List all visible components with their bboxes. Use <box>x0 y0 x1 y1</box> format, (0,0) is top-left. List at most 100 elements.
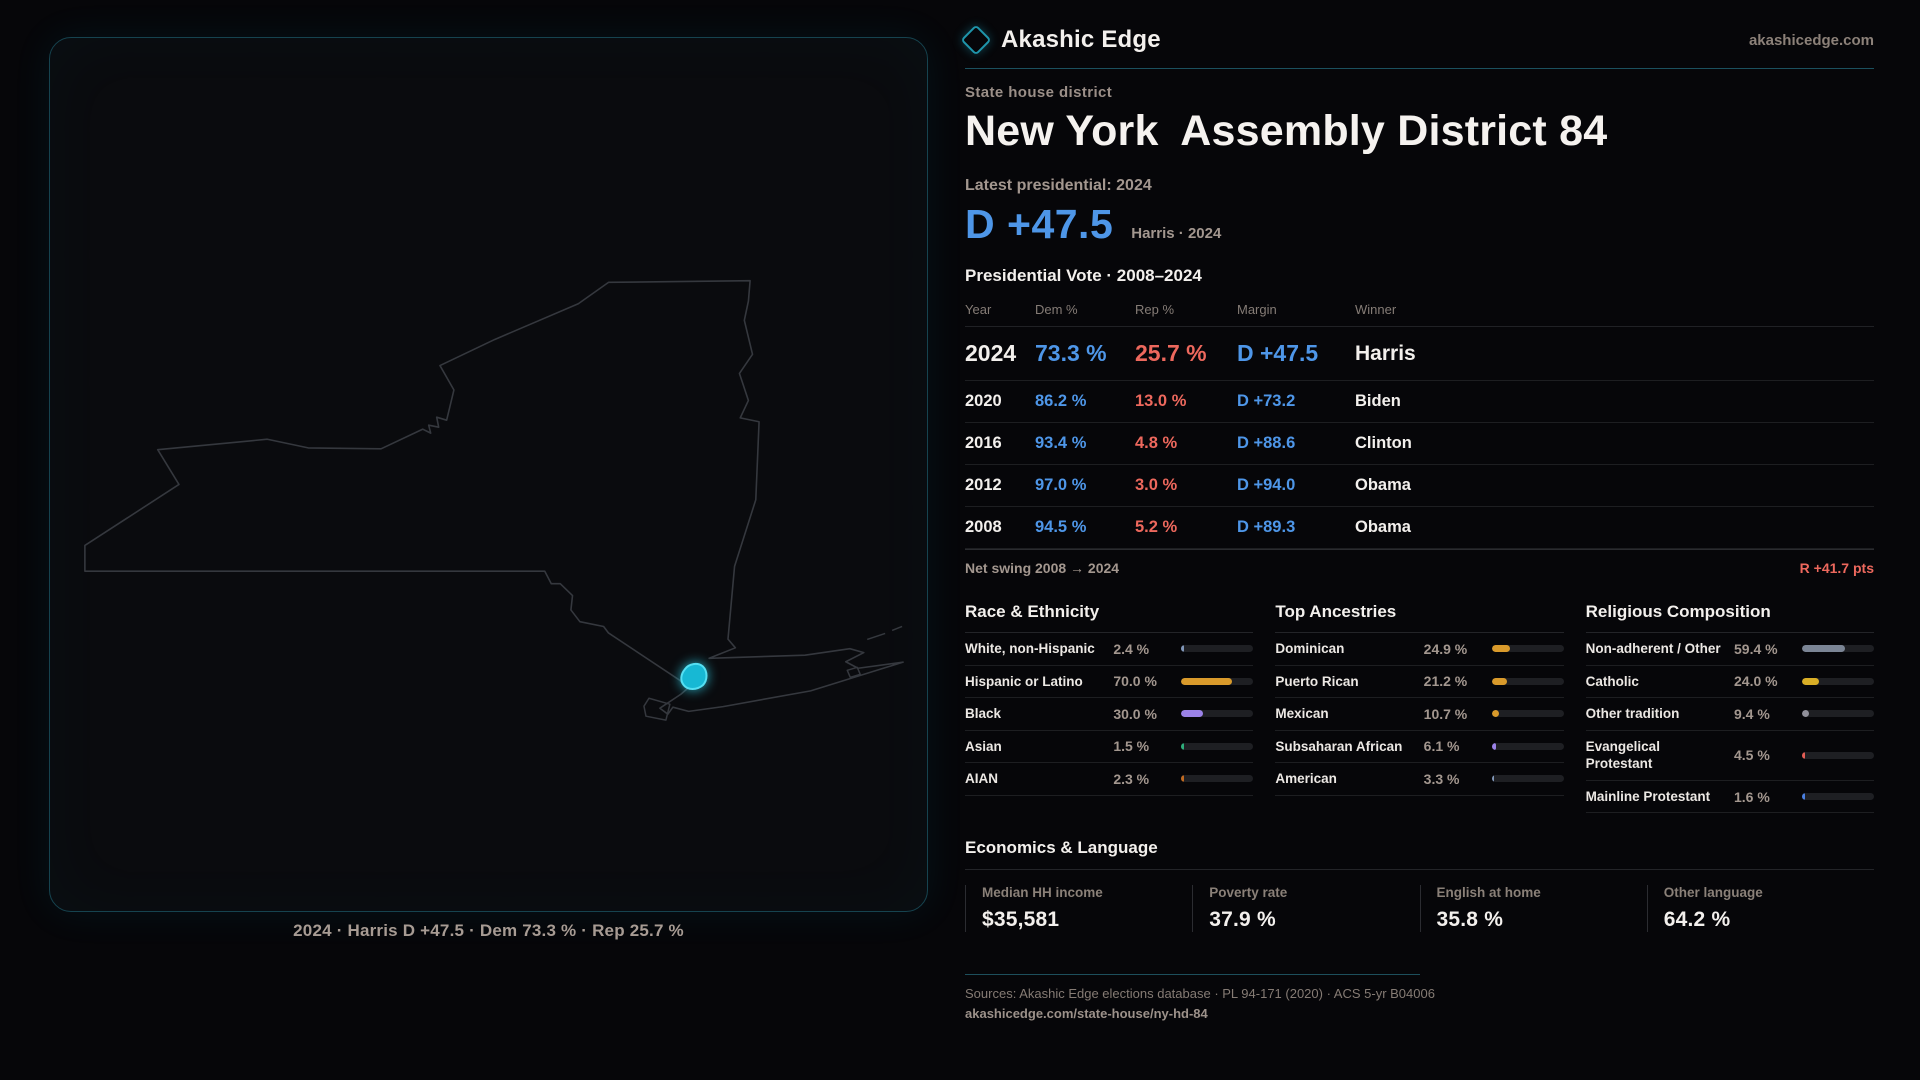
economics-stats: Median HH income $35,581 Poverty rate 37… <box>965 885 1874 933</box>
district-84-shape[interactable] <box>680 662 708 691</box>
demo-label: Catholic <box>1585 673 1639 689</box>
list-item: Other tradition 9.4 % <box>1585 698 1874 731</box>
table-row: 2016 93.4 % 4.8 % D +88.6 Clinton <box>965 423 1874 465</box>
net-swing-label: Net swing 2008 → 2024 <box>965 560 1120 576</box>
list-item: American 3.3 % <box>1275 763 1564 796</box>
rep-cell: 4.8 % <box>1135 434 1178 452</box>
bar-track <box>1181 645 1254 653</box>
bar-fill <box>1491 645 1510 653</box>
list-item: Non-adherent / Other 59.4 % <box>1585 633 1874 666</box>
list-item: White, non-Hispanic 2.4 % <box>965 633 1254 666</box>
demo-value: 9.4 % <box>1734 705 1770 722</box>
list-item: Mexican 10.7 % <box>1275 698 1564 731</box>
bar-track <box>1181 742 1254 750</box>
religion-list: Non-adherent / Other 59.4 % Catholic 24.… <box>1585 633 1874 814</box>
rep-cell: 25.7 % <box>1135 340 1207 366</box>
bar-fill <box>1491 775 1495 783</box>
bar-fill <box>1802 677 1820 685</box>
list-item: Hispanic or Latino 70.0 % <box>965 666 1254 699</box>
race-list: White, non-Hispanic 2.4 % Hispanic or La… <box>965 633 1254 796</box>
list-item: Black 30.0 % <box>965 698 1254 731</box>
stat-value: 64.2 % <box>1663 908 1731 932</box>
winner-cell: Harris <box>1355 341 1416 365</box>
year-cell: 2012 <box>965 476 1002 494</box>
economics-section: Economics & Language Median HH income $3… <box>965 838 1874 933</box>
bar-track <box>1491 645 1564 653</box>
bar-track <box>1802 677 1874 685</box>
bar-track <box>1802 645 1874 653</box>
dem-cell: 94.5 % <box>1035 518 1087 536</box>
vote-table-body: 2024 73.3 % 25.7 % D +47.5 Harris 2020 8… <box>965 327 1874 549</box>
year-cell: 2024 <box>965 340 1017 366</box>
demo-value: 6.1 % <box>1423 738 1460 755</box>
table-row: 2012 97.0 % 3.0 % D +94.0 Obama <box>965 465 1874 507</box>
vote-table-header: Year Dem % Rep % Margin Winner <box>965 294 1874 327</box>
demo-value: 30.0 % <box>1113 705 1157 722</box>
demo-value: 70.0 % <box>1113 673 1157 690</box>
demo-label: Puerto Rican <box>1275 673 1359 689</box>
dem-cell: 97.0 % <box>1035 476 1087 494</box>
year-cell: 2016 <box>965 434 1002 452</box>
demo-label: Non-adherent / Other <box>1585 641 1721 656</box>
net-swing-value: R +41.7 pts <box>1799 560 1874 576</box>
margin-cell: D +73.2 <box>1237 392 1296 410</box>
bar-fill <box>1802 710 1809 718</box>
demo-label: Black <box>965 706 1002 722</box>
col-year: Year <box>965 302 992 317</box>
diamond-logo-icon <box>960 24 992 56</box>
demo-label: Mexican <box>1275 706 1329 722</box>
year-cell: 2020 <box>965 392 1002 410</box>
latest-margin-context: Harris · 2024 <box>1131 225 1222 242</box>
state-map <box>84 279 904 721</box>
bar-track <box>1802 751 1874 759</box>
page-title: New York Assembly District 84 <box>965 107 1608 155</box>
latest-presidential-label: Latest presidential: 2024 <box>965 177 1152 194</box>
bar-track <box>1181 775 1254 783</box>
economics-title: Economics & Language <box>965 838 1874 871</box>
winner-cell: Biden <box>1355 392 1401 410</box>
brand-domain-link[interactable]: akashicedge.com <box>1748 31 1874 49</box>
stat-label: English at home <box>1436 885 1541 901</box>
demo-label: Subsaharan African <box>1275 738 1403 754</box>
bar-fill <box>1181 645 1184 653</box>
winner-cell: Obama <box>1355 476 1411 494</box>
dem-cell: 93.4 % <box>1035 434 1087 452</box>
demo-label: Evangelical Protestant <box>1585 738 1660 772</box>
stat-value: 35.8 % <box>1436 908 1504 932</box>
list-item: AIAN 2.3 % <box>965 763 1254 796</box>
district-type-kicker: State house district <box>965 84 1113 101</box>
list-item: Dominican 24.9 % <box>1275 633 1564 666</box>
ancestries-section: Top Ancestries Dominican 24.9 % Puerto R… <box>1275 594 1564 813</box>
demo-value: 59.4 % <box>1734 640 1778 657</box>
vote-table-title: Presidential Vote · 2008–2024 <box>965 266 1202 285</box>
table-row: 2024 73.3 % 25.7 % D +47.5 Harris <box>965 327 1874 381</box>
bar-track <box>1181 677 1254 685</box>
bar-fill <box>1181 775 1184 783</box>
demo-label: AIAN <box>965 771 998 787</box>
religion-section: Religious Composition Non-adherent / Oth… <box>1585 594 1874 814</box>
presidential-vote-table: Year Dem % Rep % Margin Winner 2024 73.3… <box>965 294 1874 549</box>
year-cell: 2008 <box>965 518 1002 536</box>
bar-fill <box>1802 645 1845 653</box>
bar-track <box>1181 710 1254 718</box>
margin-cell: D +88.6 <box>1237 434 1296 452</box>
stat-label: Poverty rate <box>1209 885 1288 901</box>
demo-label: Other tradition <box>1585 706 1680 722</box>
margin-cell: D +47.5 <box>1237 340 1319 366</box>
map-caption: 2024 · Harris D +47.5 · Dem 73.3 % · Rep… <box>293 921 684 940</box>
dem-cell: 86.2 % <box>1035 392 1087 410</box>
bar-track <box>1491 677 1564 685</box>
stat-cell: English at home 35.8 % <box>1419 885 1647 933</box>
list-item: Catholic 24.0 % <box>1585 666 1874 699</box>
report-footer: Sources: Akashic Edge elections database… <box>965 974 1874 1021</box>
margin-cell: D +94.0 <box>1237 476 1296 494</box>
demo-value: 24.0 % <box>1734 673 1778 690</box>
demo-value: 1.5 % <box>1113 738 1150 755</box>
demo-value: 3.3 % <box>1423 770 1460 787</box>
bar-track <box>1802 793 1874 800</box>
permalink[interactable]: akashicedge.com/state-house/ny-hd-84 <box>965 1006 1208 1022</box>
demo-label: Hispanic or Latino <box>965 673 1083 689</box>
map-panel <box>49 37 928 912</box>
table-row: 2020 86.2 % 13.0 % D +73.2 Biden <box>965 381 1874 423</box>
stat-label: Other language <box>1663 885 1763 901</box>
